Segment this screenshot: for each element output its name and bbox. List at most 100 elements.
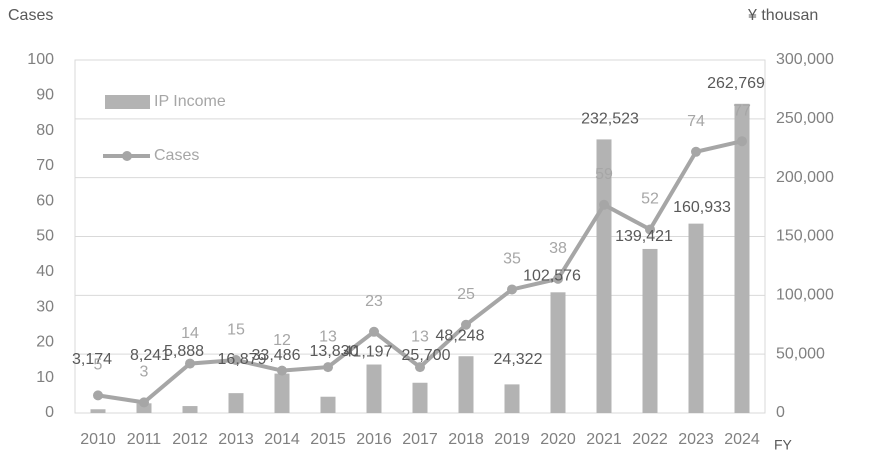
bar	[366, 364, 382, 413]
line-marker	[691, 146, 701, 157]
line-marker	[185, 358, 195, 369]
bar	[136, 403, 152, 413]
y-tick-label: 40	[36, 263, 54, 280]
data-label: 13,830	[310, 343, 359, 360]
x-tick-label: 2019	[494, 431, 530, 448]
data-label: 232,523	[581, 111, 639, 128]
x-axis-label: FY	[774, 437, 793, 453]
line-marker	[369, 326, 379, 337]
y-tick-label: 50	[36, 228, 54, 245]
data-label: 5,888	[164, 343, 204, 360]
line-marker	[139, 397, 149, 408]
bar	[228, 393, 244, 413]
data-label: 15	[227, 321, 245, 338]
line-marker	[553, 273, 563, 284]
data-label: 102,576	[523, 268, 581, 285]
line-marker	[507, 284, 517, 295]
y2-tick-label: 50,000	[776, 345, 825, 362]
legend-label: IP Income	[154, 93, 226, 110]
data-label: 48,248	[436, 327, 485, 344]
legend-swatch	[105, 95, 150, 109]
data-label: 35	[503, 251, 521, 268]
data-label: 139,421	[615, 228, 673, 245]
line-marker	[323, 362, 333, 373]
y-tick-label: 100	[27, 51, 54, 68]
data-label: 13	[411, 328, 429, 345]
data-label: 25	[457, 286, 475, 303]
bar	[412, 382, 428, 413]
y-tick-label: 0	[45, 404, 54, 421]
y2-tick-label: 300,000	[776, 51, 834, 68]
y-axis-label: Cases	[8, 7, 53, 24]
line-marker	[415, 362, 425, 373]
y-tick-label: 70	[36, 157, 54, 174]
x-tick-label: 2015	[310, 431, 346, 448]
data-label: 3	[140, 364, 149, 381]
line-marker	[277, 365, 287, 376]
data-label: 74	[687, 113, 705, 130]
data-label: 12	[273, 332, 291, 349]
x-tick-label: 2016	[356, 431, 392, 448]
bar	[642, 248, 658, 413]
data-label: 14	[181, 325, 199, 342]
y2-tick-label: 100,000	[776, 287, 834, 304]
line-marker	[231, 355, 241, 366]
data-label: 38	[549, 240, 567, 257]
data-label: 3,174	[72, 351, 112, 368]
y2-tick-label: 250,000	[776, 110, 834, 127]
x-tick-label: 2013	[218, 431, 254, 448]
bar	[550, 292, 566, 413]
data-label: 23	[365, 293, 383, 310]
x-tick-label: 2022	[632, 431, 668, 448]
line-marker	[737, 136, 747, 147]
bar	[90, 409, 106, 413]
x-tick-label: 2010	[80, 431, 116, 448]
x-tick-label: 2024	[724, 431, 760, 448]
y2-tick-label: 150,000	[776, 228, 834, 245]
line-marker	[93, 390, 103, 401]
data-label: 24,322	[494, 351, 543, 368]
y-tick-label: 30	[36, 298, 54, 315]
line-marker	[599, 199, 609, 210]
x-tick-label: 2018	[448, 431, 484, 448]
bar	[688, 223, 704, 413]
y-tick-label: 80	[36, 122, 54, 139]
bar	[734, 103, 750, 414]
legend-swatch	[122, 151, 132, 161]
x-tick-label: 2014	[264, 431, 300, 448]
bar	[274, 373, 290, 413]
data-label: 16,879	[218, 351, 267, 368]
data-label: 8,241	[130, 347, 170, 364]
data-label: 160,933	[673, 199, 731, 216]
x-tick-label: 2021	[586, 431, 622, 448]
legend-label: Cases	[154, 147, 199, 164]
bar	[504, 384, 520, 413]
x-tick-label: 2020	[540, 431, 576, 448]
data-label: 77	[733, 102, 751, 119]
line-marker	[461, 319, 471, 330]
y2-axis-label: ¥ thousan	[747, 7, 818, 24]
bar	[458, 356, 474, 413]
x-tick-label: 2023	[678, 431, 714, 448]
data-label: 41,197	[344, 344, 393, 361]
x-tick-label: 2017	[402, 431, 438, 448]
data-label: 59	[595, 166, 613, 183]
data-label: 52	[641, 191, 659, 208]
data-label: 25,700	[402, 347, 451, 364]
bar	[182, 406, 198, 413]
line-marker	[645, 224, 655, 235]
y2-tick-label: 0	[776, 404, 785, 421]
y2-tick-label: 200,000	[776, 169, 834, 186]
data-label: 33,486	[252, 347, 301, 364]
x-tick-label: 2012	[172, 431, 208, 448]
y-tick-label: 90	[36, 87, 54, 104]
data-label: 262,769	[707, 75, 765, 92]
bar	[320, 396, 336, 413]
y-tick-label: 60	[36, 192, 54, 209]
x-tick-label: 2011	[127, 431, 162, 448]
data-label: 13	[319, 328, 337, 345]
data-label: 5	[94, 357, 103, 374]
y-tick-label: 10	[36, 369, 54, 386]
